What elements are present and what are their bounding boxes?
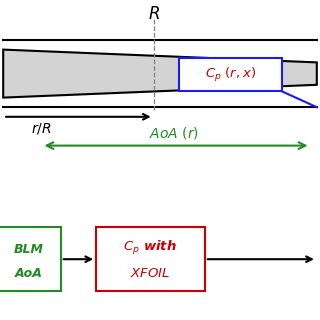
FancyBboxPatch shape (179, 58, 282, 91)
Text: AoA: AoA (15, 267, 43, 280)
Text: $C_p$ with: $C_p$ with (124, 239, 177, 257)
Text: $R$: $R$ (148, 5, 160, 23)
Text: BLM: BLM (14, 243, 44, 256)
Text: $XFOIL$: $XFOIL$ (130, 267, 171, 280)
FancyBboxPatch shape (96, 227, 205, 291)
Text: $C_p\ (r, x)$: $C_p\ (r, x)$ (205, 66, 256, 84)
FancyBboxPatch shape (0, 227, 61, 291)
Text: $AoA\ (r)$: $AoA\ (r)$ (149, 125, 199, 141)
Text: $r/R$: $r/R$ (31, 121, 52, 136)
Polygon shape (3, 50, 317, 98)
